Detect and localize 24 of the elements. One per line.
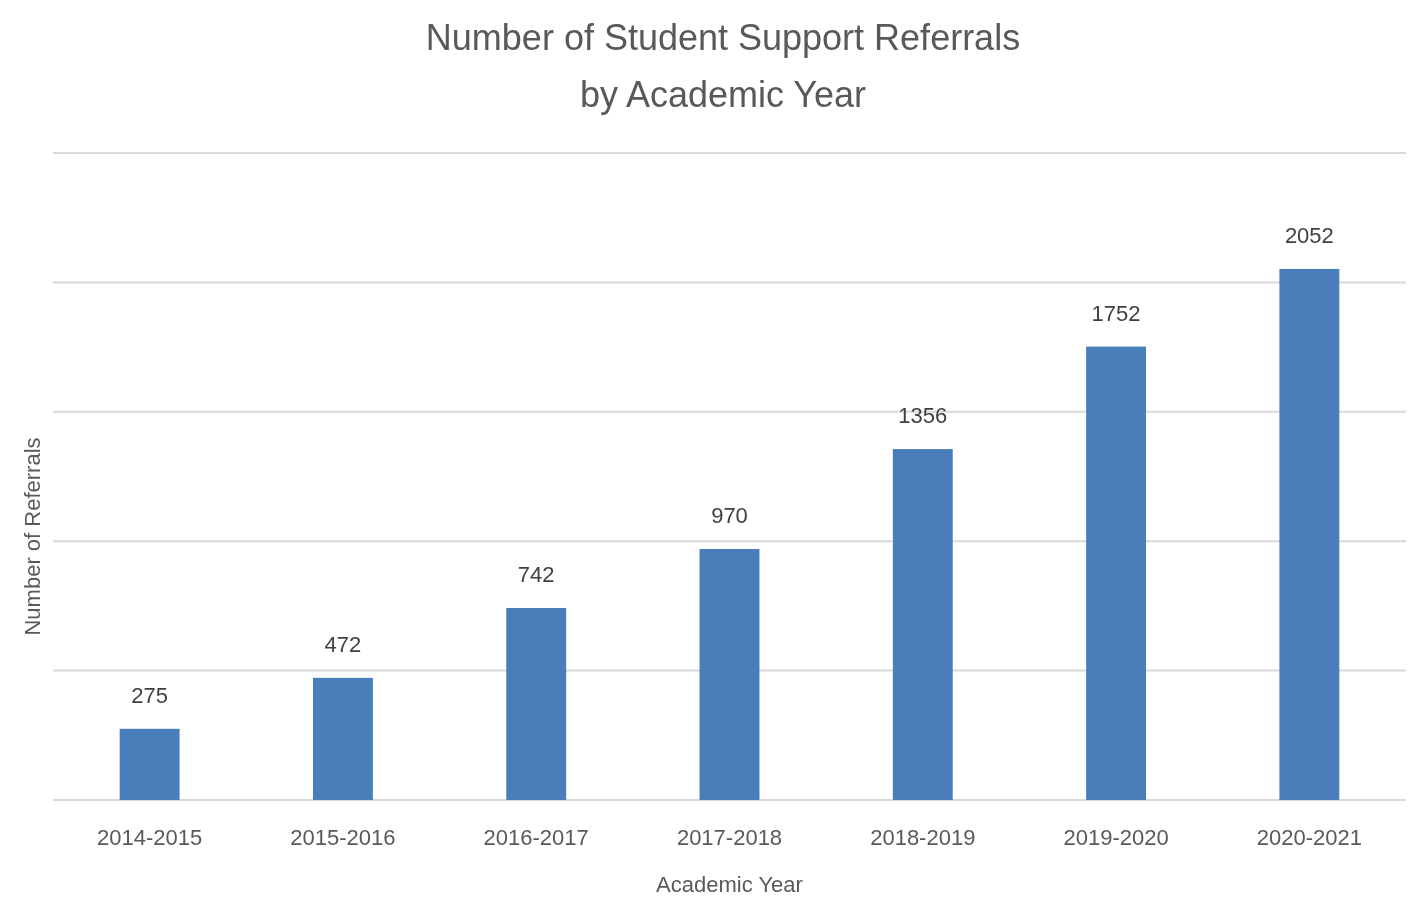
data-label: 275	[131, 682, 168, 708]
bar	[1279, 268, 1340, 800]
x-tick-label: 2016-2017	[483, 825, 589, 850]
y-axis-title: Number of Referrals	[20, 437, 45, 636]
bar	[1086, 346, 1147, 800]
x-tick-label: 2020-2021	[1256, 825, 1362, 850]
data-label: 1356	[898, 403, 948, 429]
data-label: 2052	[1284, 222, 1334, 248]
bar	[699, 548, 760, 800]
x-axis-title: Academic Year	[656, 872, 803, 897]
data-label: 1752	[1091, 300, 1141, 326]
data-label: 970	[711, 502, 748, 528]
x-tick-label: 2018-2019	[870, 825, 976, 850]
x-tick-label: 2017-2018	[676, 825, 783, 850]
bar	[119, 728, 180, 800]
bar	[892, 449, 953, 800]
x-tick-label: 2015-2016	[290, 825, 396, 850]
x-tick-label: 2019-2020	[1063, 825, 1169, 850]
chart-title: Number of Student Support Referrals by Academic Year	[425, 17, 1021, 115]
data-label: 742	[517, 561, 555, 587]
bar	[506, 607, 567, 800]
bar	[312, 677, 373, 800]
data-label: 472	[324, 631, 362, 657]
x-tick-label: 2014-2015	[97, 825, 203, 850]
